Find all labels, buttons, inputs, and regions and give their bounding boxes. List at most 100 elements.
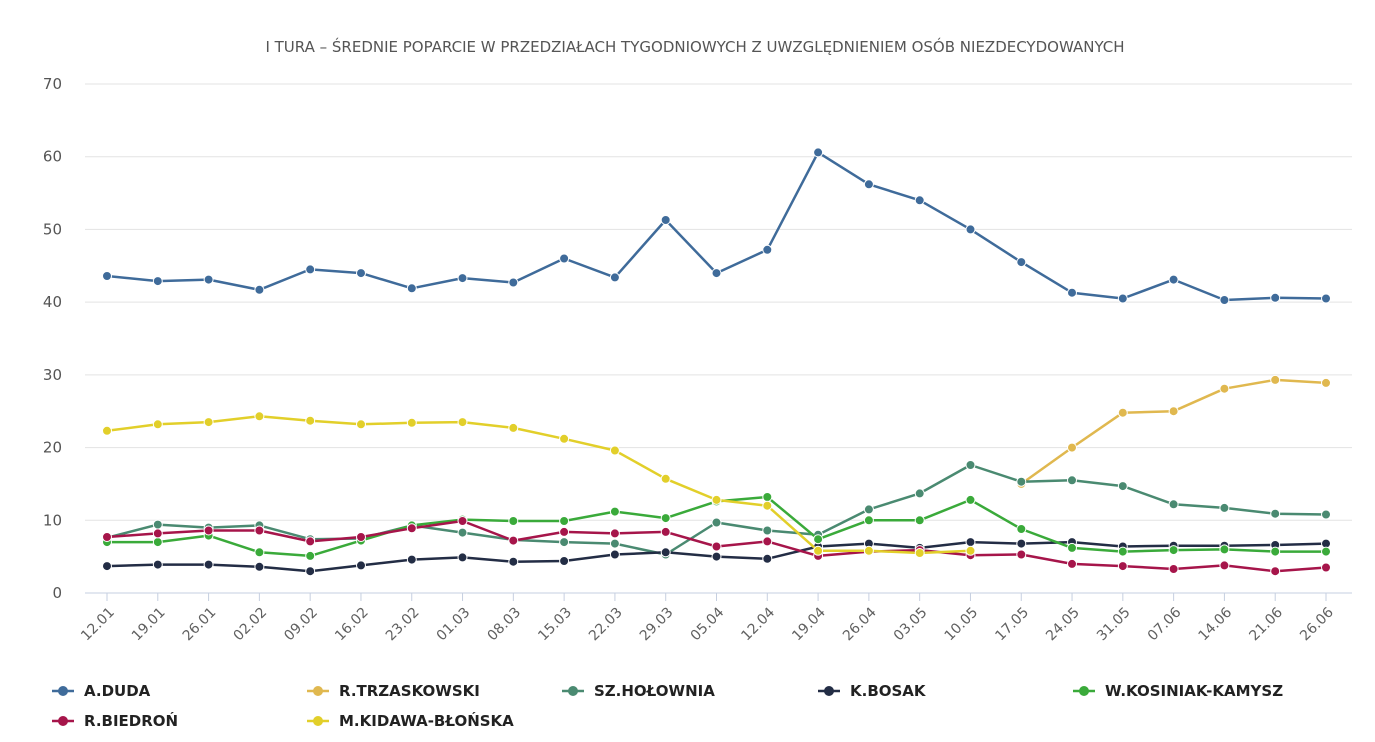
data-point[interactable] xyxy=(711,268,722,279)
data-point[interactable] xyxy=(1168,564,1179,574)
data-point[interactable] xyxy=(914,488,925,499)
data-point[interactable] xyxy=(508,516,519,526)
data-point[interactable] xyxy=(711,541,722,552)
data-point[interactable] xyxy=(1321,293,1331,304)
data-point[interactable] xyxy=(813,545,824,556)
data-point[interactable] xyxy=(863,545,874,556)
data-point[interactable] xyxy=(559,253,570,264)
data-point[interactable] xyxy=(1321,377,1331,388)
data-point[interactable] xyxy=(254,547,265,558)
data-point[interactable] xyxy=(1219,502,1230,513)
data-point[interactable] xyxy=(1067,542,1077,553)
data-point[interactable] xyxy=(508,277,519,288)
data-point[interactable] xyxy=(254,284,265,295)
data-point[interactable] xyxy=(508,535,519,546)
data-point[interactable] xyxy=(711,551,722,562)
data-point[interactable] xyxy=(609,445,620,456)
legend-item[interactable]: SZ.HOŁOWNIA xyxy=(562,682,715,700)
data-point[interactable] xyxy=(559,537,570,548)
data-point[interactable] xyxy=(1016,524,1027,534)
data-point[interactable] xyxy=(965,545,976,556)
data-point[interactable] xyxy=(356,268,366,279)
data-point[interactable] xyxy=(660,547,671,558)
data-point[interactable] xyxy=(762,536,773,547)
data-point[interactable] xyxy=(965,460,976,470)
data-point[interactable] xyxy=(1219,383,1230,394)
data-point[interactable] xyxy=(1016,257,1027,268)
data-point[interactable] xyxy=(965,537,976,548)
data-point[interactable] xyxy=(254,525,265,536)
legend-item[interactable]: R.BIEDROŃ xyxy=(52,711,178,730)
data-point[interactable] xyxy=(152,537,163,548)
data-point[interactable] xyxy=(1219,560,1230,571)
data-point[interactable] xyxy=(1067,442,1077,453)
data-point[interactable] xyxy=(660,513,671,524)
data-point[interactable] xyxy=(203,274,214,285)
data-point[interactable] xyxy=(559,433,570,444)
data-point[interactable] xyxy=(1016,476,1027,487)
data-point[interactable] xyxy=(762,553,773,564)
legend-item[interactable]: W.KOSINIAK-KAMYSZ xyxy=(1073,682,1283,700)
data-point[interactable] xyxy=(711,517,722,528)
data-point[interactable] xyxy=(1067,287,1077,298)
data-point[interactable] xyxy=(813,147,824,158)
data-point[interactable] xyxy=(1067,558,1077,569)
data-point[interactable] xyxy=(1117,546,1128,557)
data-point[interactable] xyxy=(813,534,824,545)
data-point[interactable] xyxy=(1117,481,1128,492)
data-point[interactable] xyxy=(863,179,874,190)
data-point[interactable] xyxy=(914,548,925,558)
data-point[interactable] xyxy=(1016,549,1027,560)
data-point[interactable] xyxy=(1270,374,1281,385)
data-point[interactable] xyxy=(762,492,773,502)
legend-item[interactable]: M.KIDAWA-BŁOŃSKA xyxy=(307,711,514,730)
data-point[interactable] xyxy=(305,566,316,577)
data-point[interactable] xyxy=(559,526,570,537)
data-point[interactable] xyxy=(914,515,925,526)
data-point[interactable] xyxy=(356,419,366,430)
data-point[interactable] xyxy=(559,516,570,526)
data-point[interactable] xyxy=(457,552,468,563)
data-point[interactable] xyxy=(152,419,163,430)
data-point[interactable] xyxy=(356,532,366,542)
data-point[interactable] xyxy=(508,422,519,433)
data-point[interactable] xyxy=(1117,561,1128,572)
legend-item[interactable]: A.DUDA xyxy=(52,682,151,700)
data-point[interactable] xyxy=(660,526,671,537)
data-point[interactable] xyxy=(457,273,468,284)
data-point[interactable] xyxy=(152,559,163,570)
data-point[interactable] xyxy=(102,425,112,436)
data-point[interactable] xyxy=(1117,293,1128,304)
data-point[interactable] xyxy=(609,506,620,517)
data-point[interactable] xyxy=(457,527,468,538)
data-point[interactable] xyxy=(406,523,417,534)
data-point[interactable] xyxy=(152,276,163,287)
data-point[interactable] xyxy=(1168,406,1179,417)
data-point[interactable] xyxy=(965,494,976,505)
data-point[interactable] xyxy=(1321,562,1331,573)
data-point[interactable] xyxy=(609,549,620,560)
data-point[interactable] xyxy=(457,417,468,428)
data-point[interactable] xyxy=(1321,509,1331,520)
data-point[interactable] xyxy=(1168,545,1179,556)
data-point[interactable] xyxy=(406,554,417,565)
data-point[interactable] xyxy=(406,283,417,294)
data-point[interactable] xyxy=(1219,295,1230,305)
data-point[interactable] xyxy=(1168,274,1179,285)
legend-item[interactable]: K.BOSAK xyxy=(818,682,927,700)
data-point[interactable] xyxy=(203,525,214,536)
data-point[interactable] xyxy=(863,504,874,515)
data-point[interactable] xyxy=(1168,499,1179,510)
data-point[interactable] xyxy=(1321,546,1331,557)
data-point[interactable] xyxy=(1219,544,1230,555)
data-point[interactable] xyxy=(1016,538,1027,549)
data-point[interactable] xyxy=(305,415,316,426)
data-point[interactable] xyxy=(305,536,316,547)
data-point[interactable] xyxy=(1270,508,1281,519)
data-point[interactable] xyxy=(152,519,163,530)
data-point[interactable] xyxy=(609,528,620,539)
data-point[interactable] xyxy=(609,538,620,549)
data-point[interactable] xyxy=(102,532,112,542)
data-point[interactable] xyxy=(762,500,773,511)
data-point[interactable] xyxy=(254,561,265,572)
